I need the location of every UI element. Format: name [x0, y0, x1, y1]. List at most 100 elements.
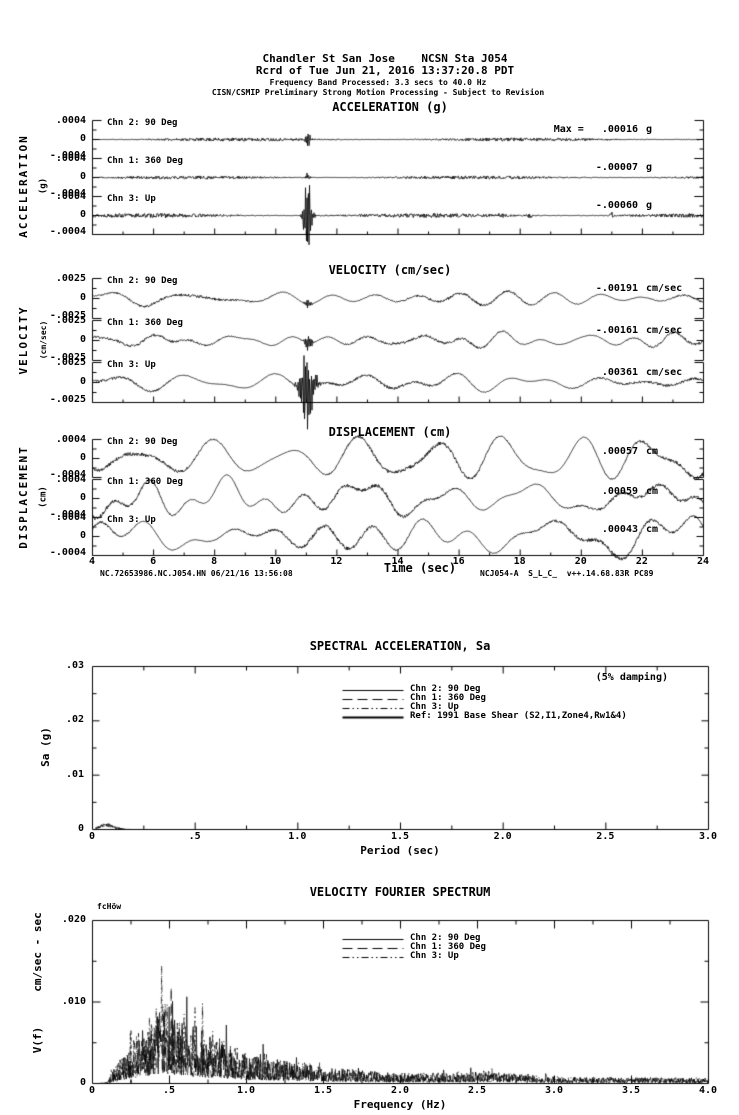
processing-version-footer: NCJ054-A S_L_C_ v++.14.68.83R PC89: [480, 569, 654, 578]
max-unit: cm: [646, 446, 659, 457]
max-value: -.00161: [595, 325, 638, 336]
xtick-label: 4.0: [698, 1085, 718, 1096]
record-time: Rcrd of Tue Jun 21, 2016 13:37:20.8 PDT: [255, 64, 515, 77]
record-id-footer: NC.72653986.NC.J054.HN 06/21/16 13:56:08: [100, 569, 293, 578]
ytick-label: .0025: [55, 315, 86, 326]
ytick-label: .02: [65, 714, 84, 726]
acceleration-axis-label: ACCELERATION: [17, 134, 31, 238]
ytick-label: -.0004: [49, 226, 86, 237]
displacement-panel-title: DISPLACEMENT (cm): [328, 425, 452, 439]
velocity-panel-title: VELOCITY (cm/sec): [328, 263, 452, 277]
max-value: Max = .00016: [553, 124, 638, 135]
max-value: .00059: [601, 486, 638, 497]
xtick-label: 18: [513, 556, 526, 567]
ytick-label: -.0004: [49, 509, 86, 520]
max-unit: g: [646, 200, 653, 211]
legend-item-label: Ref: 1991 Base Shear (S2,I1,Zone4,Rw1&4): [410, 711, 627, 721]
channel-label: Chn 1: 360 Deg: [107, 318, 183, 328]
acceleration-panel-title: ACCELERATION (g): [332, 100, 448, 114]
xtick-label: .5: [188, 831, 201, 842]
ytick-label: .0004: [55, 474, 86, 485]
xtick-label: 14: [391, 556, 404, 567]
max-unit: g: [646, 124, 653, 135]
xtick-label: 2.5: [467, 1085, 487, 1096]
xtick-label: 1.0: [236, 1085, 256, 1096]
legend-item-label: Chn 3: Up: [410, 702, 459, 712]
max-value: .00361: [601, 367, 638, 378]
period-axis-label: Period (sec): [360, 844, 440, 857]
channel-label: Chn 3: Up: [107, 360, 156, 370]
xtick-label: 10: [269, 556, 282, 567]
ytick-label: -.0004: [49, 547, 86, 558]
ytick-label: 0: [79, 452, 86, 463]
xtick-label: 24: [696, 556, 710, 567]
xtick-label: 1.5: [313, 1085, 333, 1096]
channel-label: Chn 1: 360 Deg: [107, 156, 183, 166]
xtick-label: 4: [88, 556, 96, 567]
xtick-label: 16: [452, 556, 465, 567]
max-value: .00057: [601, 446, 638, 457]
ytick-label: 0: [77, 823, 84, 834]
ytick-label: .0004: [55, 512, 86, 523]
xtick-label: 3.0: [544, 1085, 564, 1096]
ytick-label: -.0004: [49, 469, 86, 480]
xtick-label: .5: [162, 1085, 176, 1096]
sa-plot-title: SPECTRAL ACCELERATION, Sa: [309, 639, 491, 653]
xtick-label: 2.0: [390, 1085, 410, 1096]
max-unit: g: [646, 162, 653, 173]
max-value: .00043: [601, 524, 638, 535]
channel-label: Chn 2: 90 Deg: [107, 437, 178, 447]
ytick-label: -.0025: [49, 394, 86, 405]
legend-item-label: Chn 1: 360 Deg: [410, 693, 486, 703]
channel-label: Chn 2: 90 Deg: [107, 118, 178, 128]
channel-label: Chn 3: Up: [107, 515, 156, 525]
xtick-label: 2.0: [493, 831, 512, 842]
max-value: -.00007: [595, 162, 638, 173]
ytick-label: 0: [79, 171, 86, 182]
ytick-label: 0: [79, 492, 86, 503]
legend-item-label: Chn 1: 360 Deg: [410, 942, 486, 952]
ytick-label: 0: [79, 376, 86, 387]
max-unit: cm: [646, 524, 659, 535]
frequency-axis-label: Frequency (Hz): [353, 1098, 447, 1111]
ytick-label: .03: [65, 660, 84, 671]
ytick-label: -.0025: [49, 310, 86, 321]
ytick-label: .0004: [55, 153, 86, 164]
ytick-label: .0025: [55, 273, 86, 284]
fourier-axis-name-label: V(f): [31, 1026, 45, 1054]
max-unit: cm/sec: [646, 325, 683, 336]
ytick-label: 0: [79, 292, 86, 303]
legend-item-label: Chn 2: 90 Deg: [410, 684, 481, 694]
fc-cutoff-label: fcHöw: [97, 902, 122, 911]
channel-label: Chn 1: 360 Deg: [107, 477, 183, 487]
xtick-label: 12: [330, 556, 343, 567]
ytick-label: .01: [65, 768, 84, 780]
max-value: -.00191: [595, 283, 638, 294]
xtick-label: 3.0: [698, 831, 718, 842]
xtick-label: 6: [150, 556, 157, 567]
time-axis-label: Time (sec): [383, 561, 457, 575]
xtick-label: 2.5: [596, 831, 615, 842]
ytick-label: .010: [61, 995, 86, 1007]
xtick-label: 0: [88, 831, 96, 842]
xtick-label: 1.5: [390, 831, 410, 842]
channel-label: Chn 2: 90 Deg: [107, 276, 178, 286]
xtick-label: 0: [88, 1085, 96, 1096]
xtick-label: 3.5: [621, 1085, 641, 1096]
damping-note: (5% damping): [595, 672, 668, 683]
ytick-label: 0: [79, 133, 86, 144]
frequency-band-note: Frequency Band Processed: 3.3 secs to 40…: [269, 78, 487, 87]
fourier-plot-title: VELOCITY FOURIER SPECTRUM: [309, 885, 491, 899]
ytick-label: 0: [79, 1077, 86, 1088]
ytick-label: 0: [79, 334, 86, 345]
ytick-label: -.0004: [49, 188, 86, 199]
legend-item-label: Chn 2: 90 Deg: [410, 933, 481, 943]
ytick-label: 0: [79, 530, 86, 541]
ytick-label: .0004: [55, 115, 86, 126]
xtick-label: 1.0: [288, 831, 307, 842]
max-unit: cm: [646, 486, 659, 497]
xtick-label: 20: [574, 556, 587, 567]
ytick-label: -.0025: [49, 352, 86, 363]
